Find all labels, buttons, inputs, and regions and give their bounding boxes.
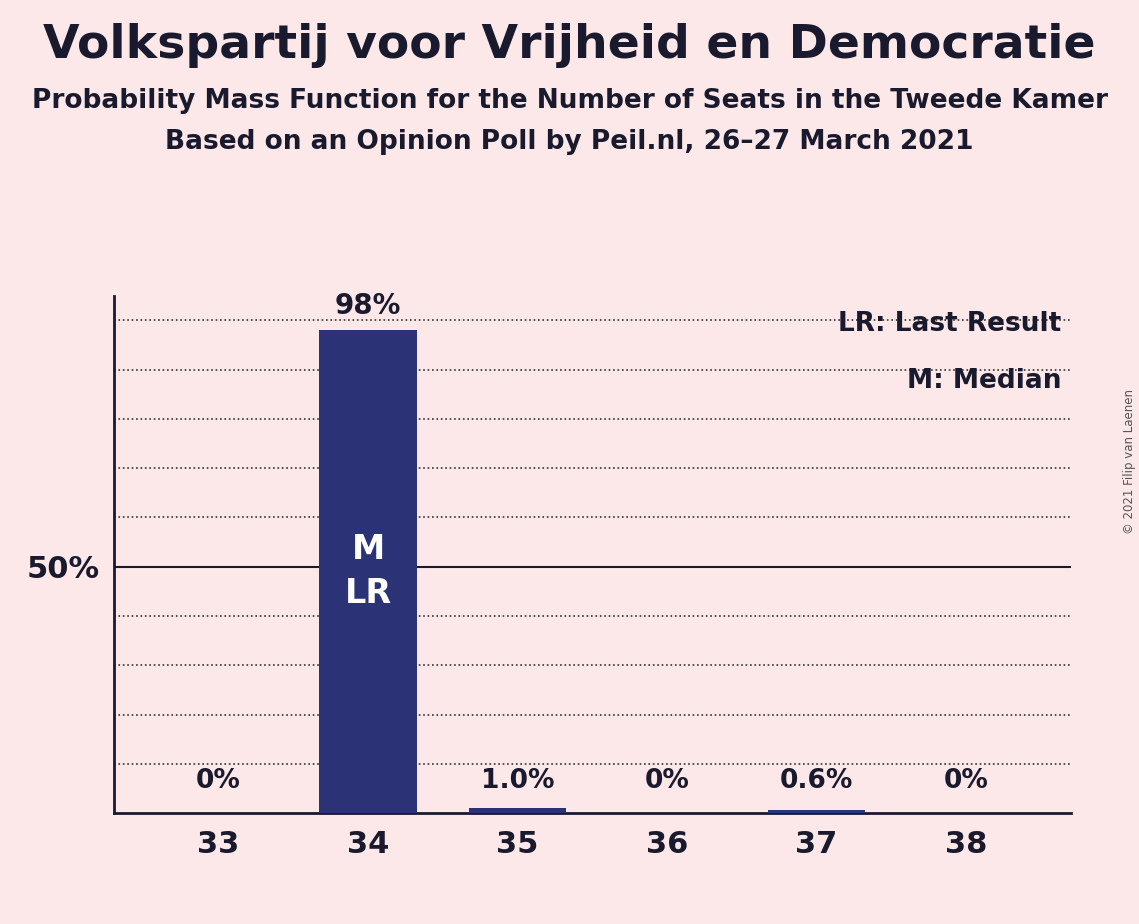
Text: Volkspartij voor Vrijheid en Democratie: Volkspartij voor Vrijheid en Democratie (43, 23, 1096, 68)
Bar (469, 808, 566, 813)
Text: 0.6%: 0.6% (780, 768, 853, 794)
Text: © 2021 Filip van Laenen: © 2021 Filip van Laenen (1123, 390, 1137, 534)
Bar (768, 810, 866, 813)
Text: Probability Mass Function for the Number of Seats in the Tweede Kamer: Probability Mass Function for the Number… (32, 88, 1107, 114)
Text: 98%: 98% (335, 292, 401, 321)
Bar (319, 330, 417, 813)
Text: 0%: 0% (645, 768, 689, 794)
Text: 0%: 0% (196, 768, 241, 794)
Text: M: Median: M: Median (907, 368, 1062, 395)
Text: LR: Last Result: LR: Last Result (838, 311, 1062, 337)
Text: Based on an Opinion Poll by Peil.nl, 26–27 March 2021: Based on an Opinion Poll by Peil.nl, 26–… (165, 129, 974, 155)
Text: M
LR: M LR (344, 533, 392, 610)
Text: 1.0%: 1.0% (481, 768, 555, 794)
Text: 0%: 0% (943, 768, 989, 794)
